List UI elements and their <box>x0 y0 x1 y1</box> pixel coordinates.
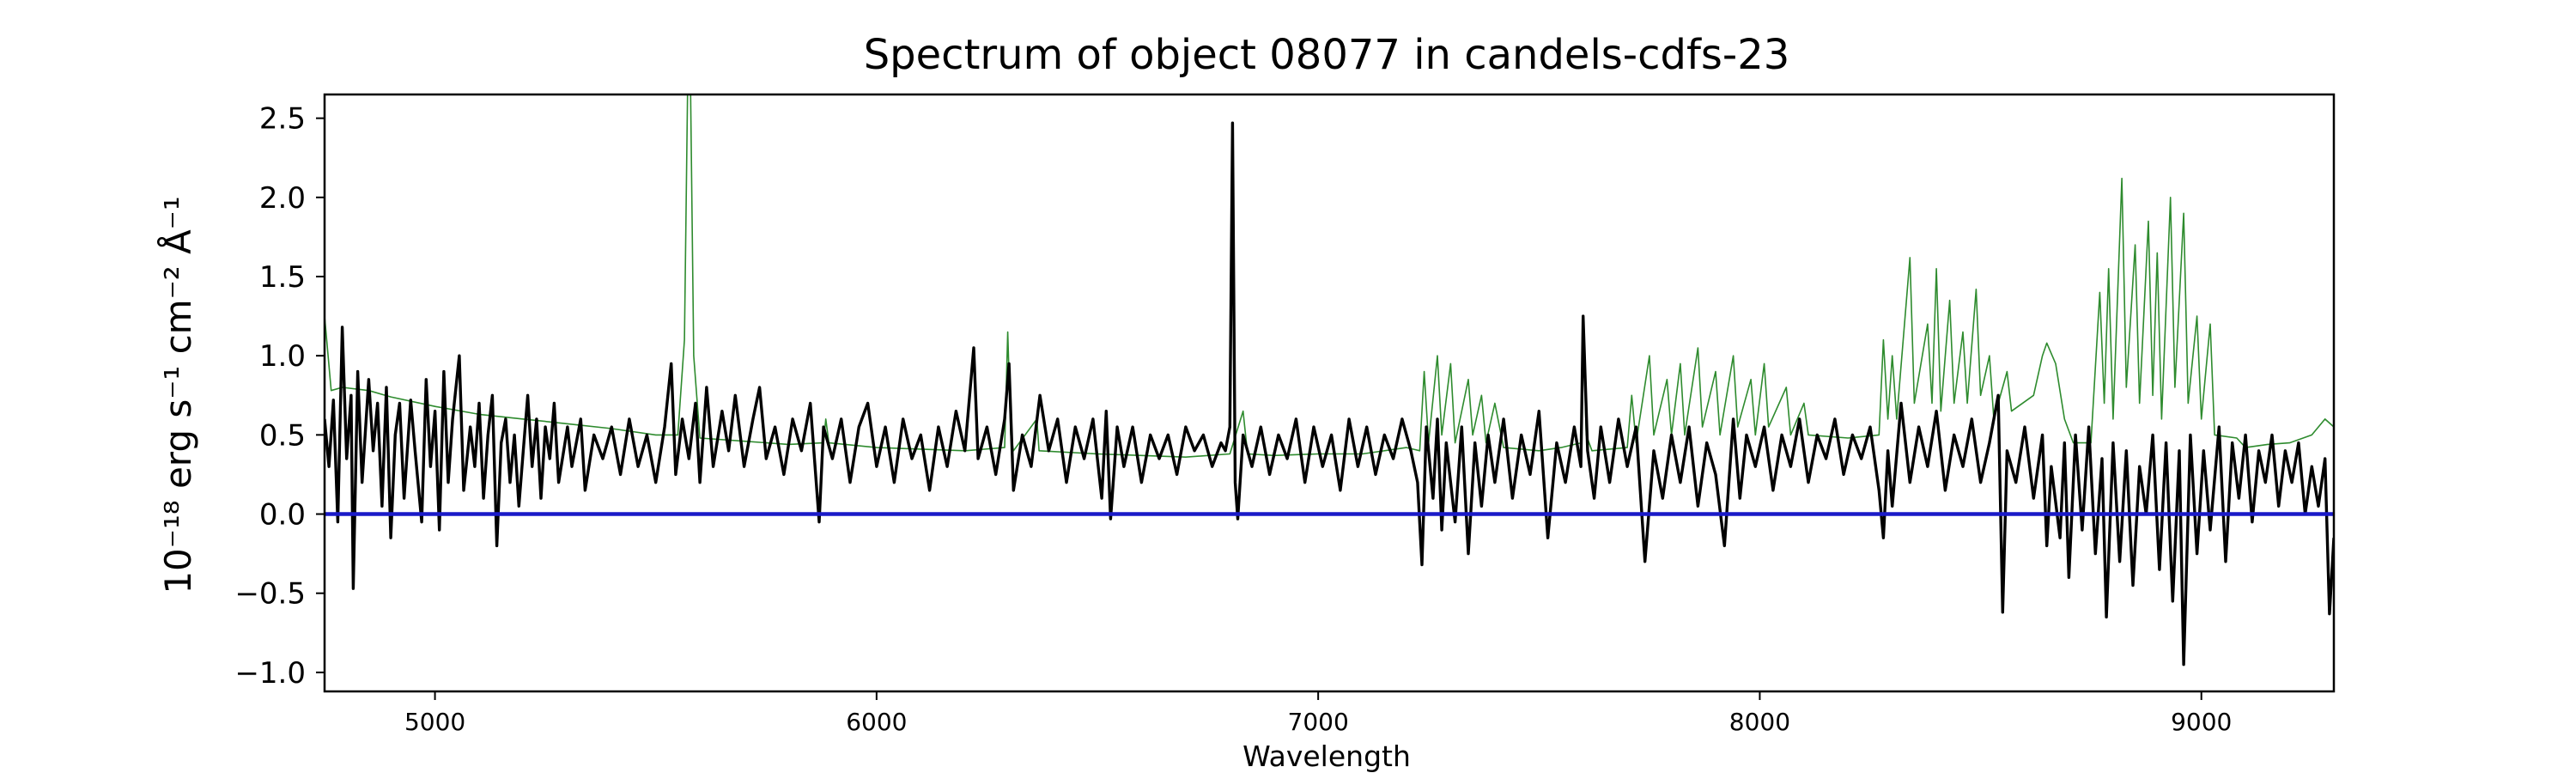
x-tick-label: 6000 <box>846 708 907 736</box>
series-line-2 <box>325 121 2334 666</box>
y-axis-label: 10⁻¹⁸ erg s⁻¹ cm⁻² Å⁻¹ <box>156 196 199 593</box>
chart-title: Spectrum of object 08077 in candels-cdfs… <box>864 31 1790 79</box>
x-axis-label: Wavelength <box>1242 740 1411 773</box>
x-tick-label: 8000 <box>1729 708 1790 736</box>
axes: 5000 6000 7000 8000 9000 −1.0 −0.5 0.0 0.5 1.0 1.5… <box>234 93 2336 736</box>
plot-area <box>325 94 2334 666</box>
y-tick-label: 2.0 <box>259 181 306 216</box>
x-tick-label: 9000 <box>2171 708 2232 736</box>
x-tick-label: 5000 <box>404 708 465 736</box>
y-tick-label: 0.5 <box>259 418 306 453</box>
y-tick-label: −0.5 <box>234 577 306 612</box>
y-tick-label: 2.5 <box>259 102 306 137</box>
y-tick-label: 1.5 <box>259 260 306 295</box>
series-line-1 <box>325 94 2334 458</box>
x-tick-label: 7000 <box>1288 708 1349 736</box>
plot-frame <box>323 93 2336 693</box>
y-tick-label: −1.0 <box>234 656 306 691</box>
y-tick-label: 0.0 <box>259 498 306 533</box>
y-tick-label: 1.0 <box>259 339 306 374</box>
